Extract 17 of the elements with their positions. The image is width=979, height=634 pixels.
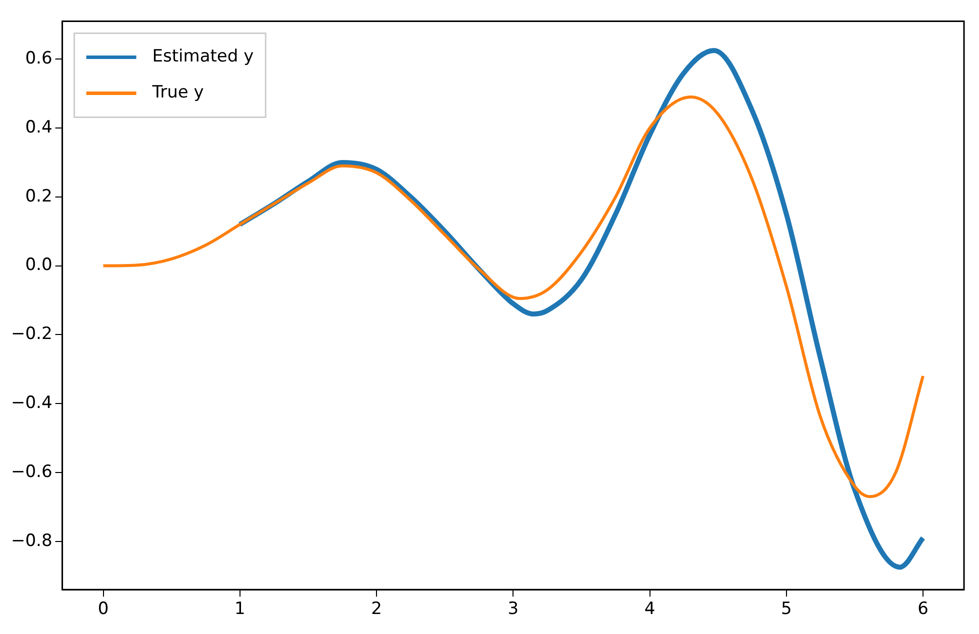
y-tick-label: 0.0 [25, 255, 52, 276]
y-tick-label: −0.2 [11, 324, 52, 344]
y-tick-label: −0.6 [11, 462, 52, 482]
y-tick-label: −0.8 [11, 530, 52, 551]
legend-label: Estimated y [152, 46, 254, 67]
y-tick-label: −0.4 [11, 393, 52, 413]
legend-label: True y [151, 82, 204, 103]
x-tick-label: 1 [234, 599, 246, 620]
x-tick-label: 0 [98, 599, 109, 620]
x-tick-label: 3 [508, 599, 519, 620]
x-tick-label: 2 [371, 599, 382, 620]
x-tick-label: 4 [644, 599, 656, 620]
y-tick-label: 0.6 [25, 48, 52, 69]
y-tick-label: 0.4 [25, 117, 52, 138]
x-tick-label: 6 [918, 599, 928, 620]
y-tick-label: 0.2 [25, 186, 52, 206]
x-tick-label: 5 [780, 599, 792, 620]
